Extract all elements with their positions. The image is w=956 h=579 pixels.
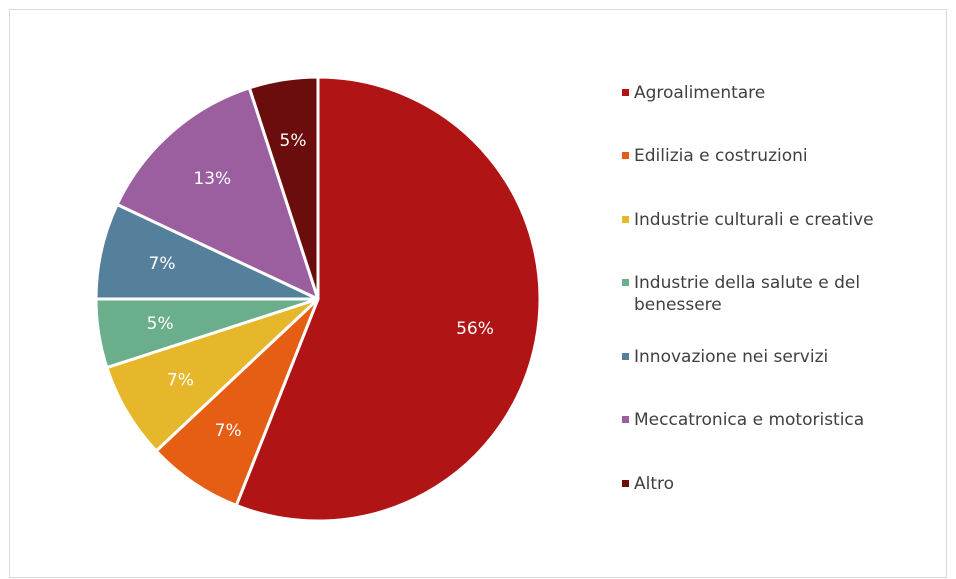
legend-marker	[622, 279, 629, 286]
legend-label: Agroalimentare	[634, 83, 766, 103]
legend-item: Innovazione nei servizi	[622, 346, 952, 368]
slice-data-label: 56%	[456, 319, 494, 339]
legend-item: Agroalimentare	[622, 82, 952, 104]
legend-marker	[622, 216, 629, 223]
slice-data-label: 13%	[193, 169, 231, 189]
pie-slice-5	[115, 86, 320, 301]
pie-slice-0	[234, 75, 542, 523]
legend-label: Meccatronica e motoristica	[634, 410, 865, 430]
slice-data-label: 5%	[280, 131, 307, 151]
slice-data-label: 7%	[167, 370, 194, 390]
legend-label: Altro	[634, 474, 675, 494]
legend-label: Innovazione nei servizi	[634, 347, 829, 367]
legend-item: Altro	[622, 473, 952, 495]
legend-marker	[622, 353, 629, 360]
pie-chart: 56% 7% 7% 5% 7% 13% 5%	[94, 75, 542, 523]
legend-label: Industrie culturali e creative	[634, 210, 874, 230]
legend-item: Industrie culturali e creative	[622, 209, 952, 231]
legend-marker	[622, 89, 629, 96]
chart-frame: 56% 7% 7% 5% 7% 13% 5% Agroalimentare Edilizia …	[9, 9, 947, 578]
slice-data-label: 7%	[149, 254, 176, 274]
slice-data-label: 5%	[147, 314, 174, 334]
legend-marker	[622, 152, 629, 159]
pie-slice-6	[247, 75, 320, 301]
legend-label: Edilizia e costruzioni	[634, 146, 808, 166]
legend-item: Edilizia e costruzioni	[622, 145, 952, 167]
legend-item: Meccatronica e motoristica	[622, 409, 952, 431]
legend-item: Industrie della salute e del benessere	[622, 272, 952, 316]
legend-marker	[622, 416, 629, 423]
legend-marker	[622, 480, 629, 487]
legend-label: Industrie della salute e del benessere	[634, 273, 861, 315]
slice-data-label: 7%	[215, 421, 242, 441]
